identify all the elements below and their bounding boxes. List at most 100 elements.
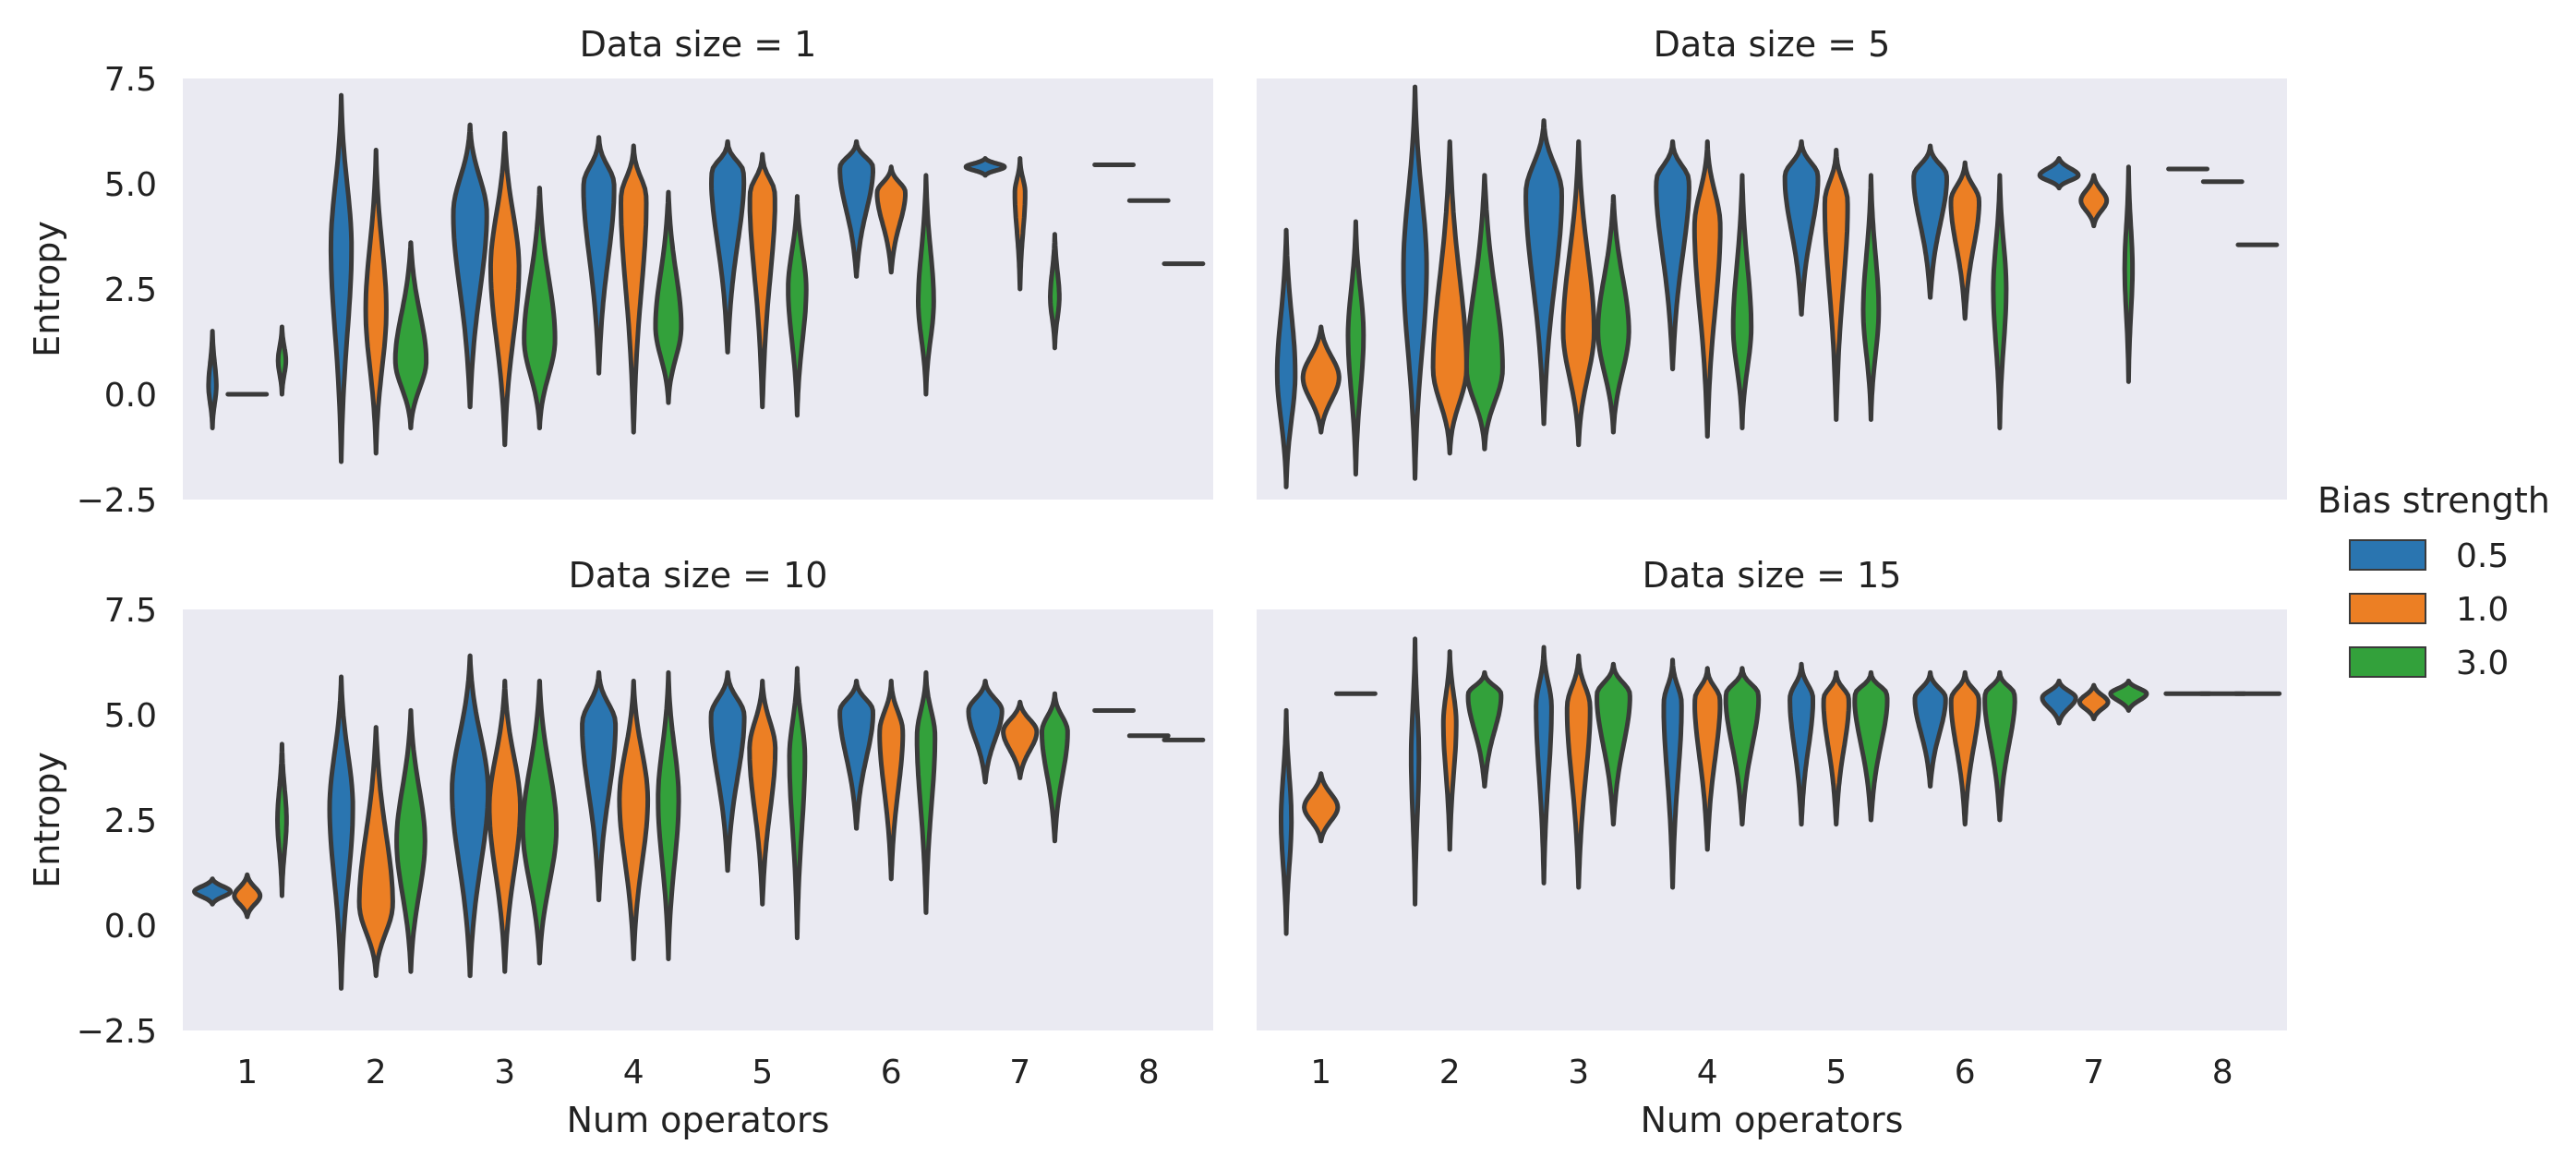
- panel-2: Data size = 5: [1257, 24, 2287, 500]
- violin-1.0-x6: [1948, 160, 1981, 321]
- violin-0.5-x2: [328, 92, 355, 464]
- violin-3.0-x1: [1345, 219, 1366, 477]
- violin-3.0-x7: [1048, 232, 1062, 351]
- panel-title: Data size = 10: [569, 555, 828, 596]
- legend-title: Bias strength: [2317, 480, 2550, 521]
- violin-1.0-x3: [1564, 653, 1593, 890]
- violin-1.0-x5: [747, 151, 777, 410]
- violin-1.0-x6: [877, 679, 906, 882]
- violin-0.5-x3: [450, 653, 491, 979]
- violin-0.5-x5: [709, 139, 747, 355]
- violin-1.0-x6: [874, 164, 908, 275]
- violin-3.0-x5: [786, 194, 809, 418]
- violin-1.0-x5: [747, 679, 778, 907]
- violin-0.5-x7: [2040, 679, 2078, 726]
- x-tick-label: 1: [1310, 1054, 1331, 1091]
- y-tick-label: −2.5: [77, 1013, 157, 1051]
- violin-0.5-x1: [192, 876, 234, 907]
- x-tick-label: 4: [623, 1054, 644, 1091]
- violin-3.0-x7: [2108, 679, 2149, 713]
- violin-0.5-x4: [1661, 657, 1684, 890]
- panel-title: Data size = 15: [1643, 555, 1902, 596]
- violin-3.0-x7: [2122, 164, 2136, 384]
- violin-3.0-x7: [1040, 691, 1070, 844]
- violin-0.5-x1: [1274, 227, 1298, 489]
- legend-label-3.0: 3.0: [2456, 645, 2509, 682]
- violin-0.5-x4: [581, 135, 617, 376]
- violin-1.0-x7: [2076, 682, 2111, 722]
- violin-1.0-x1: [232, 872, 263, 920]
- violin-3.0-x3: [1595, 194, 1631, 435]
- violin-3.0-x2: [394, 707, 427, 974]
- x-tick-label: 6: [1955, 1054, 1976, 1091]
- violin-0.5-x5: [1782, 139, 1821, 317]
- violin-3.0-x6: [1982, 669, 2017, 823]
- violin-1.0-x2: [356, 725, 395, 979]
- x-tick-label: 7: [2083, 1054, 2104, 1091]
- violin-1.0-x1: [1302, 771, 1341, 844]
- violin-0.5-x3: [1534, 645, 1554, 886]
- violin-1.0-x1: [1300, 324, 1342, 435]
- violin-3.0-x2: [1463, 173, 1505, 452]
- violin-0.5-x3: [451, 122, 489, 410]
- violin-0.5-x2: [1408, 636, 1422, 907]
- violin-0.5-x3: [1523, 118, 1564, 427]
- violin-3.0-x3: [1595, 661, 1632, 827]
- violin-3.0-x6: [914, 669, 938, 915]
- x-tick-label: 7: [1009, 1054, 1030, 1091]
- violin-1.0-x4: [619, 143, 649, 435]
- legend: Bias strength 0.5 1.0 3.0: [2317, 480, 2550, 682]
- x-tick-label: 2: [1439, 1054, 1461, 1091]
- y-tick-label: 2.5: [104, 802, 157, 840]
- y-tick-label: 0.0: [104, 908, 157, 946]
- y-tick-label: −2.5: [77, 482, 157, 520]
- x-tick-label: 3: [494, 1054, 515, 1091]
- x-tick-label: 6: [881, 1054, 902, 1091]
- violin-3.0-x4: [1723, 666, 1762, 827]
- violin-0.5-x6: [837, 679, 875, 831]
- panel-title: Data size = 1: [580, 24, 817, 65]
- legend-swatch-1.0: [2349, 593, 2426, 624]
- violin-0.5-x6: [1911, 143, 1949, 300]
- violin-0.5-x4: [580, 669, 619, 903]
- x-tick-label: 5: [1825, 1054, 1847, 1091]
- violin-1.0-x3: [1560, 139, 1596, 448]
- x-tick-label: 8: [1138, 1054, 1160, 1091]
- violin-3.0-x1: [275, 741, 289, 898]
- y-axis-label: Entropy: [27, 221, 67, 357]
- violin-0.5-x1: [1279, 707, 1294, 936]
- violin-0.5-x6: [837, 139, 875, 279]
- violin-3.0-x2: [1465, 669, 1504, 789]
- violin-1.0-x2: [363, 148, 389, 456]
- violin-1.0-x4: [617, 679, 651, 961]
- y-tick-label: 5.0: [104, 697, 157, 735]
- x-tick-label: 2: [366, 1054, 387, 1091]
- panel-4: Data size = 15 1 2 3 4 5 6 7 8 Num operators: [1257, 555, 2287, 1140]
- x-axis-label: Num operators: [1641, 1100, 1904, 1140]
- legend-swatch-0.5: [2349, 539, 2426, 571]
- violin-3.0-x5: [787, 666, 808, 941]
- x-tick-label: 8: [2212, 1054, 2233, 1091]
- legend-swatch-3.0: [2349, 646, 2426, 678]
- y-tick-label: 5.0: [104, 166, 157, 204]
- violin-1.0-x2: [1440, 649, 1459, 852]
- violin-1.0-x4: [1691, 139, 1723, 440]
- violin-0.5-x2: [327, 674, 355, 991]
- x-tick-label: 4: [1697, 1054, 1718, 1091]
- y-axis-label: Entropy: [27, 752, 67, 888]
- panel-1: Data size = 1 −2.5 0.0 2.5 5.0 7.5 Entropy: [27, 24, 1213, 520]
- y-tick-label: 7.5: [104, 61, 157, 99]
- violin-1.0-x7: [2078, 173, 2110, 229]
- panel-background: [183, 78, 1213, 500]
- violin-1.0-x7: [1012, 156, 1028, 292]
- violin-1.0-x7: [1001, 699, 1040, 780]
- x-axis-label: Num operators: [567, 1100, 830, 1140]
- violin-0.5-x4: [1654, 139, 1691, 372]
- violin-0.5-x1: [206, 329, 219, 430]
- violin-3.0-x5: [1852, 669, 1890, 823]
- y-tick-label: 0.0: [104, 377, 157, 415]
- violin-3.0-x5: [1860, 173, 1882, 422]
- violin-0.5-x7: [963, 156, 1007, 178]
- violin-1.0-x3: [488, 130, 522, 448]
- violin-3.0-x3: [522, 186, 558, 430]
